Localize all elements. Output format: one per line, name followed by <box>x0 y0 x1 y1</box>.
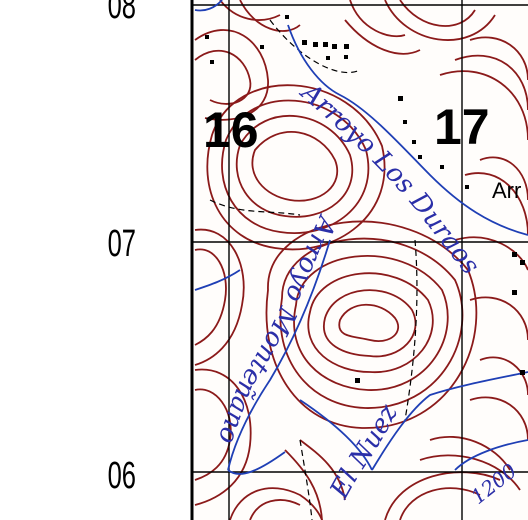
section-number-16: 16 <box>203 102 259 158</box>
map-area: 16 17 Arroyo Los Duraos Arroyo Monteñano… <box>192 0 528 520</box>
grid-label-06: 06 <box>108 454 136 496</box>
trails <box>209 19 418 520</box>
streams <box>194 0 528 475</box>
place-label-partial: Arr <box>492 178 521 203</box>
buildings <box>205 15 525 383</box>
grid-lines <box>192 0 528 520</box>
grid-label-07: 07 <box>108 222 136 264</box>
section-number-17: 17 <box>434 99 490 155</box>
grid-label-08: 08 <box>108 0 136 26</box>
